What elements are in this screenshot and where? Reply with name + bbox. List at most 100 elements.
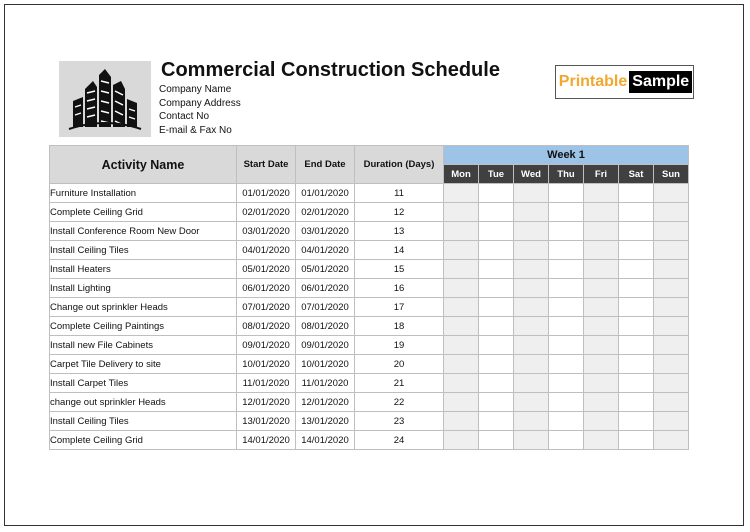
day-cell-mon[interactable] bbox=[443, 430, 479, 450]
activity-name-cell[interactable]: Install Ceiling Tiles bbox=[49, 240, 237, 260]
day-cell-thu[interactable] bbox=[548, 354, 584, 374]
day-cell-wed[interactable] bbox=[513, 240, 549, 260]
day-cell-sun[interactable] bbox=[653, 373, 689, 393]
day-cell-fri[interactable] bbox=[583, 183, 619, 203]
day-cell-thu[interactable] bbox=[548, 221, 584, 241]
duration-cell[interactable]: 16 bbox=[354, 278, 444, 298]
end-date-cell[interactable]: 09/01/2020 bbox=[295, 335, 355, 355]
start-date-cell[interactable]: 13/01/2020 bbox=[236, 411, 296, 431]
day-cell-sun[interactable] bbox=[653, 221, 689, 241]
day-cell-wed[interactable] bbox=[513, 221, 549, 241]
day-cell-tue[interactable] bbox=[478, 240, 514, 260]
day-cell-tue[interactable] bbox=[478, 354, 514, 374]
start-date-cell[interactable]: 07/01/2020 bbox=[236, 297, 296, 317]
day-cell-wed[interactable] bbox=[513, 183, 549, 203]
duration-cell[interactable]: 18 bbox=[354, 316, 444, 336]
activity-name-cell[interactable]: Furniture Installation bbox=[49, 183, 237, 203]
day-cell-sun[interactable] bbox=[653, 354, 689, 374]
day-cell-fri[interactable] bbox=[583, 278, 619, 298]
duration-cell[interactable]: 15 bbox=[354, 259, 444, 279]
duration-cell[interactable]: 21 bbox=[354, 373, 444, 393]
end-date-cell[interactable]: 10/01/2020 bbox=[295, 354, 355, 374]
end-date-cell[interactable]: 12/01/2020 bbox=[295, 392, 355, 412]
day-cell-mon[interactable] bbox=[443, 335, 479, 355]
duration-cell[interactable]: 22 bbox=[354, 392, 444, 412]
activity-name-cell[interactable]: Install Conference Room New Door bbox=[49, 221, 237, 241]
end-date-cell[interactable]: 03/01/2020 bbox=[295, 221, 355, 241]
day-cell-sat[interactable] bbox=[618, 335, 654, 355]
day-cell-wed[interactable] bbox=[513, 259, 549, 279]
activity-name-cell[interactable]: Complete Ceiling Grid bbox=[49, 202, 237, 222]
day-cell-tue[interactable] bbox=[478, 373, 514, 393]
day-cell-thu[interactable] bbox=[548, 240, 584, 260]
day-cell-sat[interactable] bbox=[618, 221, 654, 241]
day-cell-tue[interactable] bbox=[478, 202, 514, 222]
duration-cell[interactable]: 14 bbox=[354, 240, 444, 260]
activity-name-cell[interactable]: Change out sprinkler Heads bbox=[49, 297, 237, 317]
day-cell-sun[interactable] bbox=[653, 411, 689, 431]
day-cell-wed[interactable] bbox=[513, 354, 549, 374]
day-cell-fri[interactable] bbox=[583, 373, 619, 393]
day-cell-tue[interactable] bbox=[478, 316, 514, 336]
day-cell-sun[interactable] bbox=[653, 183, 689, 203]
day-cell-sat[interactable] bbox=[618, 316, 654, 336]
start-date-cell[interactable]: 08/01/2020 bbox=[236, 316, 296, 336]
duration-cell[interactable]: 12 bbox=[354, 202, 444, 222]
activity-name-cell[interactable]: Carpet Tile Delivery to site bbox=[49, 354, 237, 374]
day-cell-thu[interactable] bbox=[548, 430, 584, 450]
end-date-cell[interactable]: 06/01/2020 bbox=[295, 278, 355, 298]
day-cell-mon[interactable] bbox=[443, 316, 479, 336]
day-cell-thu[interactable] bbox=[548, 202, 584, 222]
day-cell-sat[interactable] bbox=[618, 392, 654, 412]
day-cell-tue[interactable] bbox=[478, 411, 514, 431]
day-cell-mon[interactable] bbox=[443, 221, 479, 241]
day-cell-wed[interactable] bbox=[513, 392, 549, 412]
start-date-cell[interactable]: 09/01/2020 bbox=[236, 335, 296, 355]
duration-cell[interactable]: 23 bbox=[354, 411, 444, 431]
end-date-cell[interactable]: 07/01/2020 bbox=[295, 297, 355, 317]
day-cell-mon[interactable] bbox=[443, 411, 479, 431]
end-date-cell[interactable]: 02/01/2020 bbox=[295, 202, 355, 222]
day-cell-sun[interactable] bbox=[653, 202, 689, 222]
day-cell-fri[interactable] bbox=[583, 240, 619, 260]
end-date-cell[interactable]: 14/01/2020 bbox=[295, 430, 355, 450]
end-date-cell[interactable]: 08/01/2020 bbox=[295, 316, 355, 336]
day-cell-sat[interactable] bbox=[618, 430, 654, 450]
day-cell-sun[interactable] bbox=[653, 430, 689, 450]
day-cell-sat[interactable] bbox=[618, 354, 654, 374]
day-cell-mon[interactable] bbox=[443, 202, 479, 222]
day-cell-sat[interactable] bbox=[618, 373, 654, 393]
day-cell-sun[interactable] bbox=[653, 335, 689, 355]
day-cell-wed[interactable] bbox=[513, 373, 549, 393]
day-cell-thu[interactable] bbox=[548, 373, 584, 393]
day-cell-tue[interactable] bbox=[478, 335, 514, 355]
day-cell-thu[interactable] bbox=[548, 316, 584, 336]
activity-name-cell[interactable]: Install Ceiling Tiles bbox=[49, 411, 237, 431]
start-date-cell[interactable]: 11/01/2020 bbox=[236, 373, 296, 393]
day-cell-sat[interactable] bbox=[618, 297, 654, 317]
day-cell-thu[interactable] bbox=[548, 259, 584, 279]
day-cell-fri[interactable] bbox=[583, 354, 619, 374]
start-date-cell[interactable]: 12/01/2020 bbox=[236, 392, 296, 412]
day-cell-sat[interactable] bbox=[618, 202, 654, 222]
day-cell-sat[interactable] bbox=[618, 240, 654, 260]
day-cell-fri[interactable] bbox=[583, 335, 619, 355]
start-date-cell[interactable]: 14/01/2020 bbox=[236, 430, 296, 450]
day-cell-sat[interactable] bbox=[618, 411, 654, 431]
end-date-cell[interactable]: 04/01/2020 bbox=[295, 240, 355, 260]
day-cell-mon[interactable] bbox=[443, 297, 479, 317]
day-cell-sun[interactable] bbox=[653, 392, 689, 412]
end-date-cell[interactable]: 05/01/2020 bbox=[295, 259, 355, 279]
duration-cell[interactable]: 19 bbox=[354, 335, 444, 355]
day-cell-sun[interactable] bbox=[653, 278, 689, 298]
day-cell-tue[interactable] bbox=[478, 278, 514, 298]
start-date-cell[interactable]: 03/01/2020 bbox=[236, 221, 296, 241]
activity-name-cell[interactable]: Complete Ceiling Paintings bbox=[49, 316, 237, 336]
day-cell-wed[interactable] bbox=[513, 316, 549, 336]
duration-cell[interactable]: 24 bbox=[354, 430, 444, 450]
day-cell-thu[interactable] bbox=[548, 297, 584, 317]
day-cell-sun[interactable] bbox=[653, 259, 689, 279]
day-cell-mon[interactable] bbox=[443, 240, 479, 260]
day-cell-thu[interactable] bbox=[548, 183, 584, 203]
end-date-cell[interactable]: 01/01/2020 bbox=[295, 183, 355, 203]
